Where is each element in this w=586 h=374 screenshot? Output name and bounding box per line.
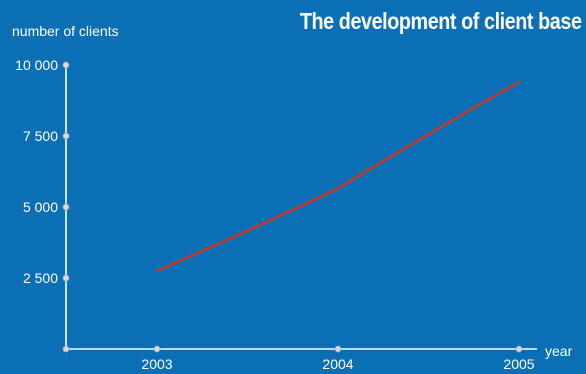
- series-line: [155, 80, 521, 273]
- x-axis-label: year: [545, 343, 573, 359]
- x-tick-marker: [153, 345, 161, 353]
- chart-title: The development of client base: [300, 8, 582, 34]
- x-tick-label: 2004: [322, 356, 353, 372]
- y-tick-label: 7 500: [23, 128, 58, 144]
- x-tick-label: 2003: [141, 356, 172, 372]
- y-tick-marker: [62, 203, 70, 211]
- origin-marker: [62, 345, 70, 353]
- x-tick-label: 2005: [503, 356, 534, 372]
- x-tick-marker: [515, 345, 523, 353]
- y-tick-label: 10 000: [15, 57, 58, 73]
- y-tick-label: 2 500: [23, 270, 58, 286]
- axis-ticks: 2 500 5 000 7 500 10 000 2003 2004 2005: [15, 57, 535, 372]
- y-axis-label: number of clients: [12, 23, 119, 39]
- y-tick-marker: [62, 132, 70, 140]
- series-group: [155, 80, 521, 273]
- y-tick-marker: [62, 274, 70, 282]
- y-tick-marker: [62, 61, 70, 69]
- x-tick-marker: [334, 345, 342, 353]
- y-tick-label: 5 000: [23, 199, 58, 215]
